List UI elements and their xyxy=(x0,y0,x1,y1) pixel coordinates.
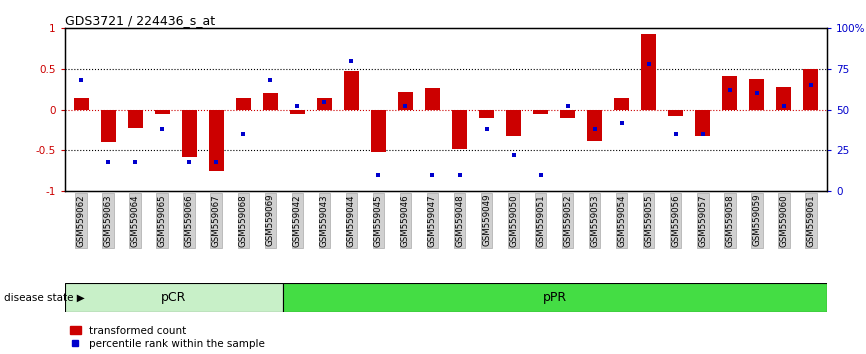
Bar xyxy=(533,110,548,114)
Bar xyxy=(282,283,827,312)
Bar xyxy=(317,97,332,110)
Bar xyxy=(344,71,359,110)
Bar xyxy=(128,110,143,128)
Bar xyxy=(804,69,818,110)
Bar xyxy=(614,98,629,110)
Bar xyxy=(155,110,170,114)
Bar xyxy=(479,110,494,118)
Bar xyxy=(560,110,575,118)
Bar xyxy=(452,110,467,149)
Bar xyxy=(74,97,88,110)
Bar xyxy=(65,283,282,312)
Text: disease state ▶: disease state ▶ xyxy=(4,292,85,302)
Bar xyxy=(695,110,710,136)
Bar xyxy=(371,110,386,152)
Text: GDS3721 / 224436_s_at: GDS3721 / 224436_s_at xyxy=(65,14,215,27)
Bar xyxy=(641,34,656,110)
Bar xyxy=(290,110,305,114)
Legend: transformed count, percentile rank within the sample: transformed count, percentile rank withi… xyxy=(70,326,265,349)
Bar xyxy=(776,87,792,110)
Bar xyxy=(425,88,440,110)
Text: pCR: pCR xyxy=(161,291,186,304)
Bar xyxy=(722,75,737,110)
Bar xyxy=(263,93,278,110)
Bar xyxy=(209,110,223,171)
Bar xyxy=(749,79,764,110)
Bar xyxy=(506,110,521,136)
Bar xyxy=(182,110,197,157)
Bar xyxy=(587,110,602,141)
Text: pPR: pPR xyxy=(543,291,567,304)
Bar xyxy=(669,110,683,116)
Bar xyxy=(398,92,413,110)
Bar xyxy=(100,110,116,142)
Bar xyxy=(236,97,251,110)
